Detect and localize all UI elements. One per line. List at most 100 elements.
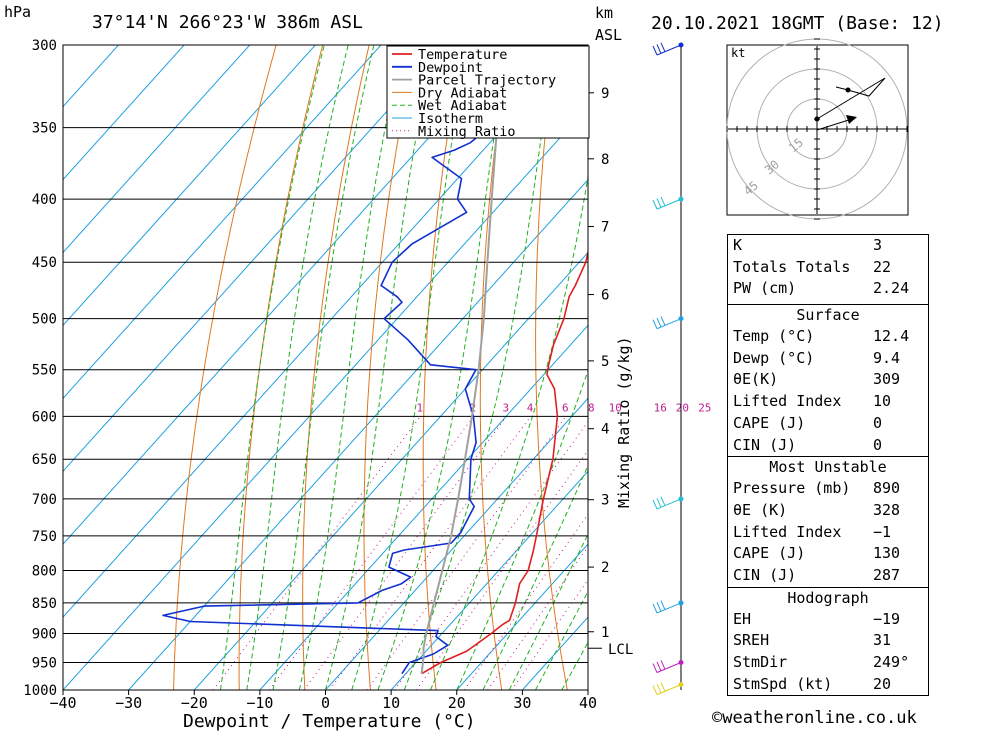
stat-row: Lifted Index 10 [728,391,928,413]
pressure-tick-label: 600 [32,409,57,425]
stat-label: CAPE (J) [733,544,806,563]
background-lines [63,27,699,690]
pressure-tick-label: 750 [32,529,57,545]
mixing-ratio-label: 8 [588,401,595,414]
isotherm-line [63,45,185,181]
mixing-ratio-label: 16 [654,401,667,414]
mixing-ratio-line [303,416,507,690]
stat-label: K [733,236,743,254]
hodograph-unit-label: kt [731,46,745,60]
storm-motion-arrow-icon [846,115,857,124]
stat-label: Temp (°C) [733,327,815,346]
legend-label: Dewpoint [418,60,483,76]
stat-label: SREH [733,631,770,650]
wind-barb-icon [652,496,682,510]
height-tick-label: 8 [601,152,609,168]
dry-adiabat-line [302,45,370,690]
height-tick-label: 4 [601,422,609,438]
hodograph-storm-point [845,87,851,93]
stat-row: Temp (°C) 12.4 [728,326,928,348]
isotherm-line [63,45,251,254]
pressure-tick-label: 1000 [23,683,57,699]
stat-value: 12.4 [873,327,910,346]
isotherm-line [63,45,382,400]
stat-value: 20 [873,674,892,693]
isotherm-line [456,543,588,690]
stat-row: CAPE (J) 0 [728,413,928,435]
copyright-footer: ©weatheronline.co.uk [712,708,917,728]
wet-adiabat-line [246,45,349,690]
x-tick-label: 30 [513,694,531,712]
mixing-ratio-label: 1 [417,401,424,414]
wind-profile [652,42,684,696]
isotherm-line [259,324,588,690]
x-tick-label: −20 [181,694,208,712]
isotherm-line [63,45,317,327]
stat-label: θE(K) [733,370,779,389]
stat-label: PW (cm) [733,279,797,298]
stat-label: StmSpd (kt) [733,674,833,693]
mixing-ratio-line [487,545,588,690]
wet-adiabat-line [508,533,588,690]
stat-value: 309 [873,370,901,389]
stat-label: CAPE (J) [733,413,806,432]
legend-label: Parcel Trajectory [418,73,556,89]
height-tick-label: 1 [601,625,609,641]
height-tick-label: 3 [601,493,609,509]
hodograph-trace [816,77,886,120]
height-tick-label: 5 [601,354,609,370]
stat-row: StmDir 249° [728,652,928,674]
stat-value: 22 [873,257,892,276]
pressure-tick-label: 950 [32,656,57,672]
mixing-ratio-line [463,513,588,690]
stat-label: EH [733,609,752,628]
mixing-ratio-line [394,420,588,690]
mixing-ratio-line [511,578,588,690]
mixing-ratio-labels: 1 2 3 4 6 8 10 16 20 25 [417,401,712,414]
axis-labels: 3003504004505005506006507007508008509009… [23,38,633,712]
pressure-tick-label: 900 [32,627,57,643]
isotherm-line [390,470,588,690]
pressure-tick-label: 500 [32,312,57,328]
pressure-tick-label: 700 [32,492,57,508]
wet-adiabat-line [272,45,375,690]
stat-value: 130 [873,544,901,563]
dry-adiabat-line [641,27,699,690]
location-title: 37°14'N 266°23'W 386m ASL [92,12,363,33]
surface-header: Surface [728,304,928,326]
pressure-tick-label: 300 [32,38,57,54]
stats-table: K 3 Totals Totals 22 PW (cm) 2.24 Surface Tem… [727,234,929,697]
temperature-line [421,248,588,675]
isotherm-line [63,45,120,108]
x-tick-label: 10 [382,694,400,712]
mixing-ratio-label: 20 [676,401,689,414]
stat-label: θE (K) [733,500,788,519]
stat-label: StmDir [733,653,788,671]
pressure-tick-label: 400 [32,192,57,208]
stat-row: θE (K) 328 [728,500,928,522]
parcel-trajectory-line [420,79,502,674]
pressure-isobars [63,44,588,691]
height-unit-label-asl: ASL [595,26,622,44]
stat-label: Lifted Index [733,522,842,541]
mixing-ratio-axis-title: Mixing Ratio (g/kg) [615,336,633,508]
stat-value: 0 [873,413,883,432]
height-tick-label: 9 [601,86,609,102]
legend-label: Temperature [418,47,507,63]
stat-value: 890 [873,479,901,498]
wet-adiabat-line [220,45,325,690]
stat-value: 287 [873,565,901,584]
stat-label: Totals Totals [733,257,851,276]
stat-row: θE(K) 309 [728,369,928,391]
dry-adiabat-line [173,45,277,690]
mixing-ratio-line [415,449,588,690]
stat-value: 9.4 [873,348,901,367]
stat-value: −19 [873,609,901,628]
stat-label: CIN (J) [733,435,797,454]
wind-barb-icon [652,42,682,56]
legend-label: Mixing Ratio [418,124,516,140]
stat-value: 2.24 [873,279,910,298]
